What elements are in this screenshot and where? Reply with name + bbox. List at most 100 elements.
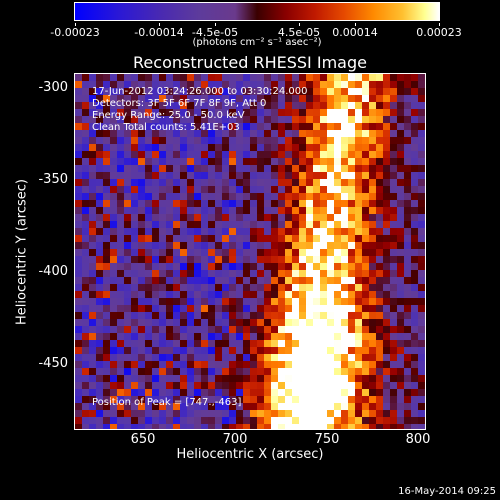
heatmap-cell bbox=[320, 354, 327, 361]
heatmap-cell bbox=[208, 319, 215, 326]
heatmap-cell bbox=[89, 333, 96, 340]
heatmap-cell bbox=[369, 368, 376, 375]
heatmap-cell bbox=[411, 319, 418, 326]
heatmap-cell bbox=[208, 340, 215, 347]
colorbar-tick-label: -0.00014 bbox=[134, 26, 184, 39]
heatmap-cell bbox=[229, 144, 236, 151]
heatmap-cell bbox=[264, 291, 271, 298]
heatmap-cell bbox=[334, 256, 341, 263]
heatmap-cell bbox=[306, 368, 313, 375]
heatmap-cell bbox=[194, 130, 201, 137]
heatmap-cell bbox=[383, 354, 390, 361]
heatmap-cell bbox=[355, 81, 362, 88]
heatmap-cell bbox=[110, 81, 117, 88]
heatmap-cell bbox=[110, 214, 117, 221]
heatmap-cell bbox=[131, 207, 138, 214]
heatmap-cell bbox=[397, 340, 404, 347]
heatmap-cell bbox=[264, 74, 271, 81]
heatmap-cell bbox=[236, 347, 243, 354]
heatmap-cell bbox=[383, 396, 390, 403]
heatmap-cell bbox=[299, 242, 306, 249]
heatmap-cell bbox=[390, 228, 397, 235]
heatmap-cell bbox=[299, 375, 306, 382]
heatmap-cell bbox=[243, 123, 250, 130]
heatmap-cell bbox=[152, 340, 159, 347]
heatmap-cell bbox=[418, 235, 425, 242]
heatmap-cell bbox=[103, 389, 110, 396]
heatmap-cell bbox=[376, 165, 383, 172]
heatmap-cell bbox=[327, 277, 334, 284]
heatmap-cell bbox=[264, 242, 271, 249]
heatmap-cell bbox=[390, 333, 397, 340]
heatmap-cell bbox=[131, 74, 138, 81]
heatmap-cell bbox=[222, 319, 229, 326]
heatmap-cell bbox=[131, 354, 138, 361]
heatmap-cell bbox=[362, 123, 369, 130]
heatmap-cell bbox=[152, 382, 159, 389]
heatmap-cell bbox=[257, 305, 264, 312]
heatmap-cell bbox=[418, 228, 425, 235]
heatmap-cell bbox=[138, 277, 145, 284]
heatmap-cell bbox=[75, 207, 82, 214]
heatmap-cell bbox=[75, 144, 82, 151]
heatmap-cell bbox=[320, 186, 327, 193]
heatmap-cell bbox=[271, 270, 278, 277]
heatmap-cell bbox=[236, 396, 243, 403]
heatmap-cell bbox=[173, 172, 180, 179]
heatmap-cell bbox=[383, 165, 390, 172]
heatmap-cell bbox=[180, 270, 187, 277]
heatmap-cell bbox=[376, 277, 383, 284]
heatmap-cell bbox=[166, 137, 173, 144]
heatmap-cell bbox=[208, 130, 215, 137]
heatmap-cell bbox=[285, 417, 292, 424]
heatmap-cell bbox=[89, 256, 96, 263]
heatmap-cell bbox=[369, 326, 376, 333]
heatmap-cell bbox=[215, 333, 222, 340]
heatmap-cell bbox=[404, 242, 411, 249]
heatmap-cell bbox=[229, 158, 236, 165]
heatmap-cell bbox=[131, 417, 138, 424]
heatmap-cell bbox=[187, 361, 194, 368]
heatmap-cell bbox=[348, 256, 355, 263]
heatmap-cell bbox=[327, 116, 334, 123]
heatmap-cell bbox=[243, 368, 250, 375]
heatmap-cell bbox=[264, 277, 271, 284]
heatmap-cell bbox=[334, 179, 341, 186]
heatmap-cell bbox=[124, 389, 131, 396]
heatmap-cell bbox=[103, 424, 110, 429]
heatmap-cell bbox=[383, 172, 390, 179]
heatmap-cell bbox=[341, 326, 348, 333]
heatmap-cell bbox=[215, 214, 222, 221]
heatmap-cell bbox=[320, 214, 327, 221]
heatmap-cell bbox=[110, 144, 117, 151]
heatmap-cell bbox=[229, 74, 236, 81]
heatmap-cell bbox=[96, 151, 103, 158]
heatmap-cell bbox=[124, 256, 131, 263]
heatmap-cell bbox=[397, 361, 404, 368]
heatmap-cell bbox=[383, 158, 390, 165]
heatmap-cell bbox=[278, 179, 285, 186]
heatmap-cell bbox=[222, 235, 229, 242]
heatmap-cell bbox=[271, 158, 278, 165]
heatmap-cell bbox=[124, 424, 131, 429]
heatmap-cell bbox=[418, 179, 425, 186]
heatmap-cell bbox=[320, 347, 327, 354]
heatmap-cell bbox=[110, 109, 117, 116]
heatmap-cell bbox=[208, 277, 215, 284]
heatmap-cell bbox=[250, 249, 257, 256]
heatmap-cell bbox=[194, 158, 201, 165]
heatmap-cell bbox=[117, 165, 124, 172]
heatmap-cell bbox=[355, 333, 362, 340]
heatmap-cell bbox=[103, 382, 110, 389]
heatmap-cell bbox=[334, 291, 341, 298]
heatmap-cell bbox=[124, 151, 131, 158]
heatmap-cell bbox=[306, 354, 313, 361]
heatmap-cell bbox=[327, 242, 334, 249]
heatmap-cell bbox=[341, 179, 348, 186]
heatmap-cell bbox=[418, 284, 425, 291]
heatmap-cell bbox=[369, 200, 376, 207]
heatmap-cell bbox=[278, 221, 285, 228]
heatmap-cell bbox=[257, 333, 264, 340]
heatmap-cell bbox=[264, 186, 271, 193]
heatmap-cell bbox=[411, 249, 418, 256]
